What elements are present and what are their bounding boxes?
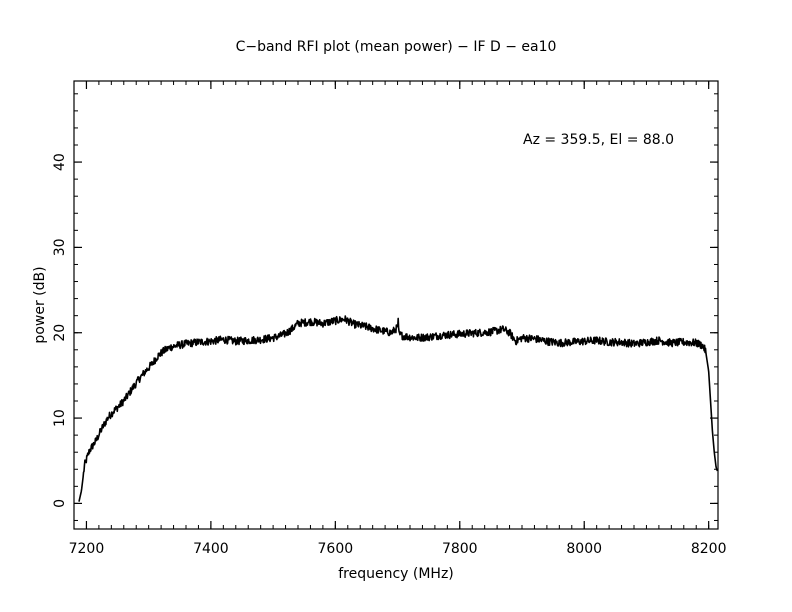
chart-title: C−band RFI plot (mean power) − IF D − ea… (236, 39, 557, 55)
series-line-mean-power (78, 315, 719, 502)
y-tick-label: 30 (52, 238, 68, 256)
plot-frame (73, 80, 719, 530)
y-tick-label: 10 (52, 409, 68, 427)
az-el-annotation: Az = 359.5, El = 88.0 (523, 132, 674, 148)
y-tick-label: 20 (52, 324, 68, 342)
x-tick-label: 8200 (691, 541, 727, 557)
x-tick-label: 7200 (69, 541, 105, 557)
x-tick-label: 7800 (442, 541, 478, 557)
x-tick-label: 7600 (318, 541, 354, 557)
y-tick-labels: 0 10 20 30 40 (52, 153, 68, 508)
x-tick-label: 7400 (193, 541, 229, 557)
minor-ticks (73, 81, 718, 529)
y-tick-label: 0 (52, 499, 68, 508)
y-axis-label: power (dB) (32, 266, 48, 343)
x-axis-label: frequency (MHz) (338, 566, 454, 582)
major-ticks (74, 81, 718, 529)
y-tick-label: 40 (52, 153, 68, 171)
x-tick-labels: 7200 7400 7600 7800 8000 8200 (69, 541, 727, 557)
x-tick-label: 8000 (566, 541, 602, 557)
